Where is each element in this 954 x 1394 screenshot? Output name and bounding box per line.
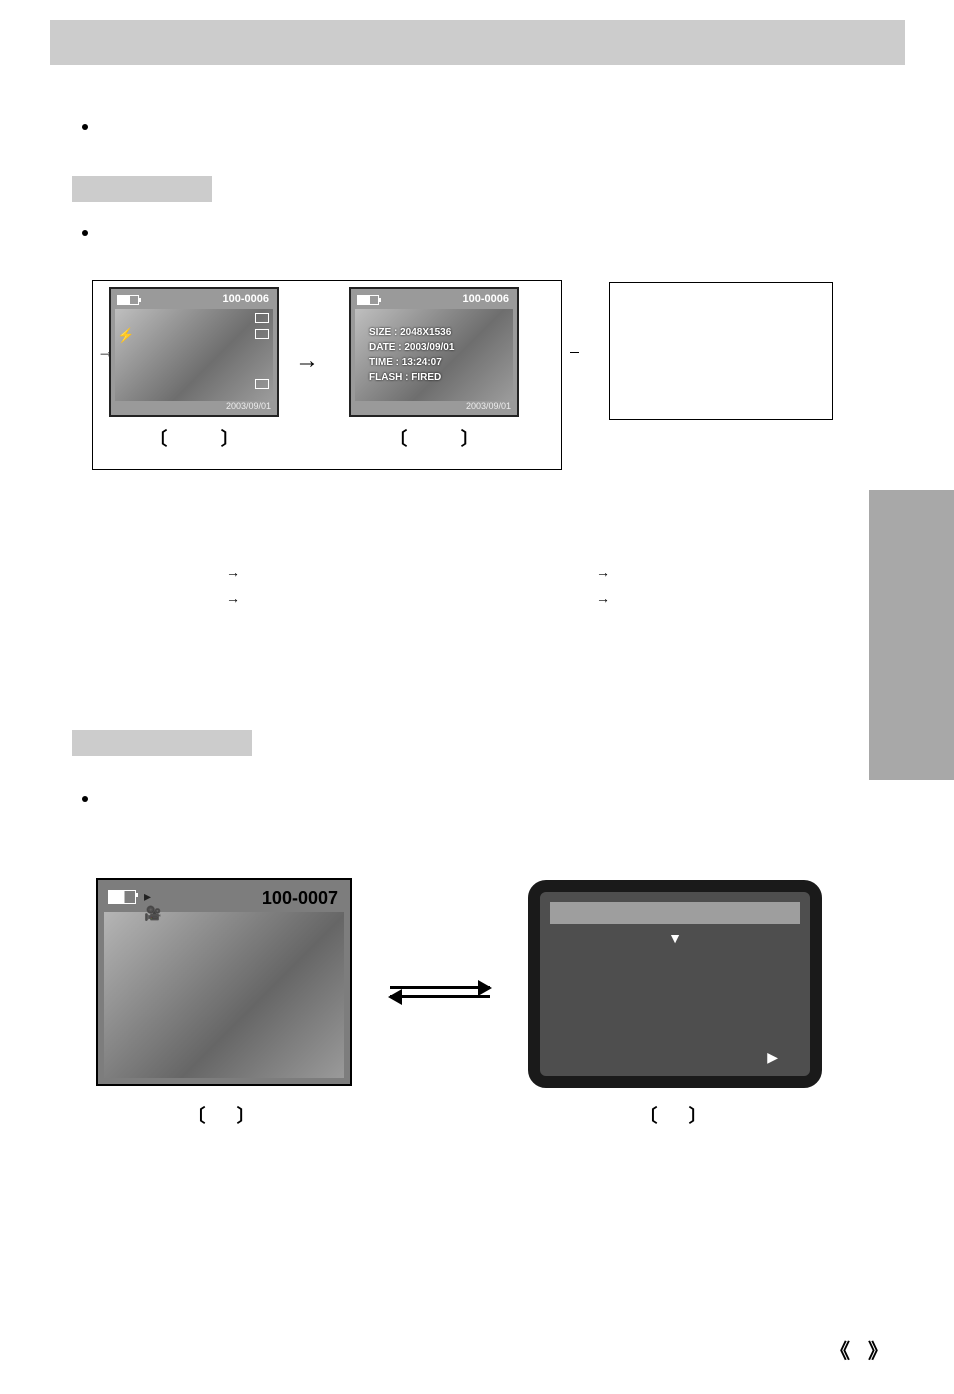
lcd-menu-screenshot: ▼ ▶: [528, 880, 822, 1088]
bracket-close-icon: 〕: [237, 1106, 255, 1126]
caption-big-2: 〔 〕: [548, 1102, 798, 1128]
date-label: 2003/09/01: [466, 401, 511, 411]
arrow-right-icon: [390, 986, 490, 989]
lcd-movie-screenshot: ▸🎥 100-0007: [96, 878, 352, 1086]
double-angle-open-icon: 《: [830, 1341, 868, 1363]
toggle-arrows: [390, 980, 500, 1004]
file-number: 100-0006: [223, 293, 270, 305]
lcd-screenshot-basic: 100-0006 ⚡ 2003/09/01: [109, 287, 279, 417]
file-number: 100-0007: [262, 888, 338, 909]
caption-1: 〔 〕: [109, 425, 279, 451]
bracket-open-icon: 〔: [187, 1106, 205, 1126]
bullet-icon: [82, 230, 88, 236]
file-number: 100-0006: [463, 293, 510, 305]
bracket-open-icon: 〔: [639, 1106, 657, 1126]
photo-placeholder: [355, 309, 513, 401]
info-size: SIZE : 2048X1536: [369, 327, 451, 338]
battery-icon: [117, 295, 139, 305]
bracket-open-icon: 〔: [389, 429, 407, 449]
status-icon: [255, 379, 269, 389]
photo-placeholder: [104, 912, 344, 1078]
menu-header-bar: [550, 902, 800, 924]
side-tab: [869, 490, 954, 780]
date-label: 2003/09/01: [226, 401, 271, 411]
battery-icon: [108, 890, 136, 904]
triangle-down-icon: ▼: [668, 930, 682, 946]
bracket-close-icon: 〕: [689, 1106, 707, 1126]
caption-big-1: 〔 〕: [96, 1102, 346, 1128]
info-flash: FLASH : FIRED: [369, 372, 441, 383]
bullet-icon: [82, 124, 88, 130]
page-number: 《》: [830, 1335, 906, 1364]
section-label-2: [72, 730, 252, 756]
arrow-right-icon: →: [226, 564, 240, 580]
info-time: TIME : 13:24:07: [369, 357, 442, 368]
arrow-right-icon: →: [226, 590, 240, 606]
arrow-right-icon: →: [596, 564, 610, 580]
reference-box: [609, 282, 833, 420]
triangle-right-icon: ▶: [767, 1049, 778, 1066]
movie-icon: ▸🎥: [144, 888, 160, 904]
bracket-open-icon: 〔: [149, 429, 167, 449]
display-mode-flow: → → → →: [50, 560, 750, 620]
lcd-example-group: → 100-0006 ⚡ 2003/09/01 → 100-0006 SIZE …: [92, 280, 562, 470]
section-label-1: [72, 176, 212, 202]
bracket-icon: ⎯: [570, 341, 579, 362]
info-date: DATE : 2003/09/01: [369, 342, 454, 353]
arrow-right-icon: →: [596, 590, 610, 606]
caption-2: 〔 〕: [349, 425, 519, 451]
bullet-icon: [82, 796, 88, 802]
status-icon: [255, 329, 269, 339]
battery-icon: [357, 295, 379, 305]
lcd-screenshot-info: 100-0006 SIZE : 2048X1536 DATE : 2003/09…: [349, 287, 519, 417]
double-angle-close-icon: 》: [868, 1341, 906, 1363]
bracket-close-icon: 〕: [461, 429, 479, 449]
title-bar: [50, 20, 905, 65]
status-icon: [255, 313, 269, 323]
flash-icon: ⚡: [117, 327, 134, 344]
arrow-left-icon: [390, 995, 490, 998]
photo-placeholder: [115, 309, 273, 401]
arrow-right-icon: →: [295, 347, 319, 375]
bracket-close-icon: 〕: [221, 429, 239, 449]
